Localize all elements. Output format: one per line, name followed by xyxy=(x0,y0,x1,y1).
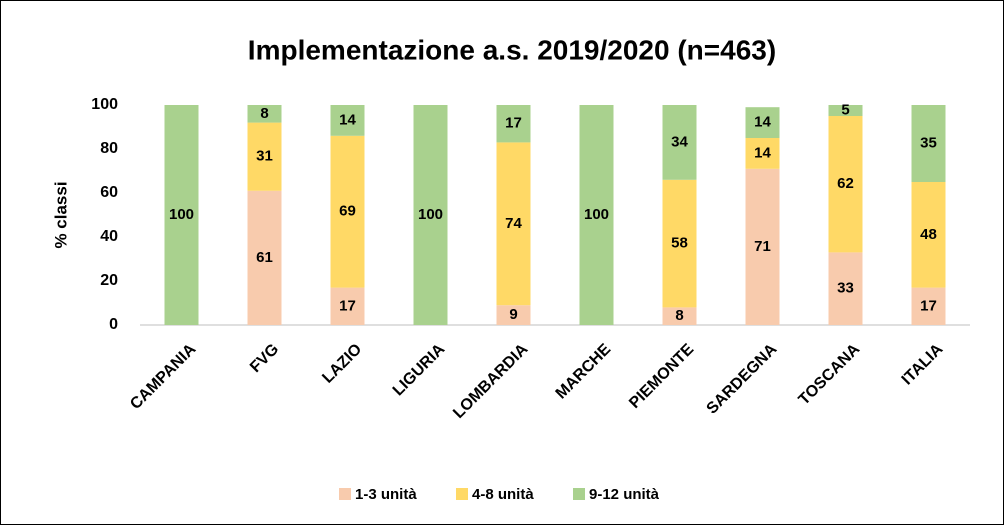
bar-segment xyxy=(413,105,448,325)
data-label: 100 xyxy=(584,206,609,223)
bar-segment xyxy=(662,307,697,325)
bar-segment xyxy=(911,182,946,288)
data-label: 61 xyxy=(256,249,273,266)
bar-segment xyxy=(911,105,946,182)
y-tick-label: 60 xyxy=(100,184,118,201)
bar-segment xyxy=(745,107,780,138)
bar-segment xyxy=(828,116,863,253)
bar-segment xyxy=(662,179,697,308)
chart-title: Implementazione a.s. 2019/2020 (n=463) xyxy=(248,34,776,65)
data-label: 17 xyxy=(505,115,522,132)
legend-label: 4-8 unità xyxy=(472,486,534,503)
y-tick-label: 100 xyxy=(91,96,118,113)
y-tick-label: 20 xyxy=(100,272,118,289)
data-label: 14 xyxy=(339,111,356,128)
legend-swatch xyxy=(456,488,468,500)
bar-segment xyxy=(911,287,946,325)
bar-segment xyxy=(579,105,614,325)
bar-segment xyxy=(164,105,199,325)
data-label: 100 xyxy=(418,206,443,223)
bar-segment xyxy=(330,287,365,325)
bar-segment xyxy=(745,138,780,169)
data-label: 8 xyxy=(260,105,268,122)
y-axis-label: % classi xyxy=(51,181,70,248)
data-label: 48 xyxy=(920,226,937,243)
data-label: 17 xyxy=(920,297,937,314)
legend-swatch xyxy=(573,488,585,500)
bar-segment xyxy=(496,305,531,325)
bar-segment xyxy=(247,105,282,123)
bar-segment xyxy=(247,122,282,191)
data-label: 5 xyxy=(841,101,849,118)
data-label: 17 xyxy=(339,297,356,314)
bar-segment xyxy=(330,135,365,288)
data-label: 69 xyxy=(339,203,356,220)
data-label: 100 xyxy=(169,206,194,223)
y-tick-label: 40 xyxy=(100,228,118,245)
data-label: 34 xyxy=(671,133,688,150)
data-label: 31 xyxy=(256,148,273,165)
data-label: 71 xyxy=(754,238,771,255)
data-label: 14 xyxy=(754,144,771,161)
bar-segment xyxy=(662,105,697,180)
bar-segment xyxy=(496,142,531,306)
legend-label: 1-3 unità xyxy=(355,486,417,503)
data-label: 62 xyxy=(837,175,854,192)
y-tick-label: 0 xyxy=(109,316,118,333)
bar-segment xyxy=(828,105,863,116)
bar-segment xyxy=(247,190,282,325)
bar-segment xyxy=(330,105,365,136)
bar-segment xyxy=(745,168,780,325)
data-label: 33 xyxy=(837,280,854,297)
data-label: 74 xyxy=(505,215,522,232)
data-label: 58 xyxy=(671,235,688,252)
data-label: 9 xyxy=(509,306,517,323)
data-label: 14 xyxy=(754,114,771,131)
data-label: 8 xyxy=(675,307,683,324)
legend-swatch xyxy=(339,488,351,500)
y-tick-label: 80 xyxy=(100,140,118,157)
legend-label: 9-12 unità xyxy=(589,486,660,503)
bar-segment xyxy=(828,252,863,325)
bar-segment xyxy=(496,105,531,143)
data-label: 35 xyxy=(920,134,937,151)
